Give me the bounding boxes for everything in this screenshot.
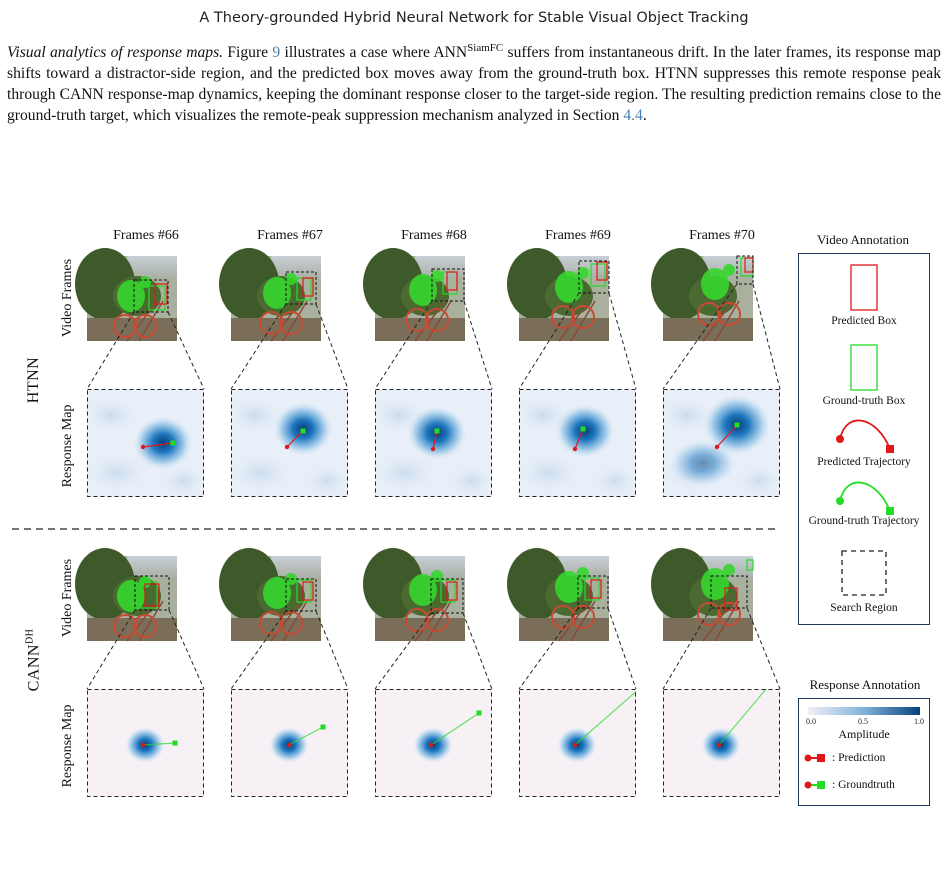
paragraph-text-1: Figure [227, 44, 273, 61]
video-frame-htnn-0 [75, 248, 177, 342]
zoom-connector-left [518, 607, 579, 690]
response-map-htnn-1 [231, 389, 348, 497]
video-frame-htnn-2 [363, 248, 465, 342]
legend-groundtruth: : Groundtruth [832, 779, 895, 791]
legend-groundtruth-trajectory: Ground-truth Trajectory [808, 515, 920, 527]
response-map-cann-2 [375, 689, 492, 797]
ann-superscript: SiamFC [467, 41, 504, 54]
colorbar-tick-05: 0.5 [858, 717, 868, 726]
response-map-cann-3 [519, 689, 636, 797]
frame-header-69: Frames #69 [545, 228, 611, 243]
body-paragraph: Visual analytics of response maps. Figur… [7, 42, 941, 126]
predicted-box-icon [850, 264, 878, 311]
video-frame-htnn-1 [219, 248, 321, 342]
zoom-connector-left [374, 300, 433, 390]
response-map-htnn-0 [87, 389, 204, 497]
frame-header-67: Frames #67 [257, 228, 323, 243]
legend-groundtruth-box: Ground-truth Box [822, 395, 906, 407]
video-frame-cann-2 [363, 548, 465, 642]
colorbar-tick-1: 1.0 [914, 717, 924, 726]
video-frame-htnn-3 [507, 248, 610, 342]
search-region-icon [841, 550, 887, 596]
legend-prediction: : Prediction [832, 752, 886, 764]
legend-search-region: Search Region [830, 602, 898, 614]
video-frame-htnn-4 [651, 248, 754, 342]
zoom-connector-left [230, 610, 287, 690]
zoom-connector-left [86, 311, 135, 390]
zoom-connector-right [752, 283, 781, 390]
frame-header-66: Frames #66 [113, 228, 179, 243]
paragraph-text-2: illustrates a case where ANN [280, 44, 468, 61]
running-head: A Theory-grounded Hybrid Neural Network … [199, 10, 749, 26]
response-map-cann-0 [87, 689, 204, 797]
zoom-connector-right [607, 607, 637, 690]
legend-predicted-trajectory: Predicted Trajectory [817, 456, 911, 468]
video-annotation-glyphs [836, 264, 894, 596]
response-map-htnn-4 [663, 389, 780, 497]
zoom-connector-right [315, 303, 349, 390]
legend-predicted-box: Predicted Box [831, 315, 897, 327]
zoom-connector-right [463, 300, 493, 390]
response-annotation-title: Response Annotation [809, 677, 921, 692]
paragraph-text-4: . [642, 107, 647, 124]
groundtruth-trajectory-icon [839, 481, 891, 512]
frame-header-68: Frames #68 [401, 228, 467, 243]
paragraph-text-3: suffers from instantaneous drift. In the… [7, 44, 941, 124]
video-frame-cann-3 [507, 548, 609, 642]
zoom-connector-left [518, 292, 580, 390]
zoom-connector-right [608, 292, 637, 390]
zoom-connector-left [662, 283, 738, 390]
zoom-connector-left [662, 607, 712, 690]
response-annotation-glyphs [804, 707, 920, 789]
zoom-connector-right [462, 612, 493, 690]
response-map-cann-1 [231, 689, 348, 797]
video-annotation-legend [798, 253, 930, 625]
response-map-cann-4 [663, 689, 780, 797]
zoom-connector-right [168, 609, 205, 690]
response-map-htnn-2 [375, 389, 492, 497]
figure-ref-link[interactable]: 9 [272, 44, 281, 61]
paragraph-heading: Visual analytics of response maps. [7, 44, 224, 61]
amplitude-colorbar [808, 707, 920, 715]
video-frame-cann-4 [651, 548, 754, 642]
zoom-connector-right [315, 610, 349, 690]
groundtruth-legend-icon [817, 781, 825, 789]
video-frame-cann-0 [75, 548, 177, 642]
video-frame-cann-1 [219, 548, 321, 642]
prediction-legend-icon [817, 754, 825, 762]
video-annotation-title: Video Annotation [816, 232, 909, 247]
predicted-trajectory-icon [839, 419, 891, 450]
zoom-connector-right [167, 311, 205, 390]
zoom-connector-left [374, 612, 432, 690]
zoom-connector-right [746, 607, 781, 690]
colorbar-tick-0: 0.0 [806, 717, 816, 726]
colorbar-label: Amplitude [838, 727, 890, 741]
groundtruth-box-icon [850, 344, 878, 391]
zoom-connector-left [230, 303, 287, 390]
section-ref-link[interactable]: 4.4 [623, 107, 643, 124]
zoom-connector-left [86, 609, 136, 690]
frame-header-70: Frames #70 [689, 228, 755, 243]
response-map-htnn-3 [519, 389, 636, 497]
